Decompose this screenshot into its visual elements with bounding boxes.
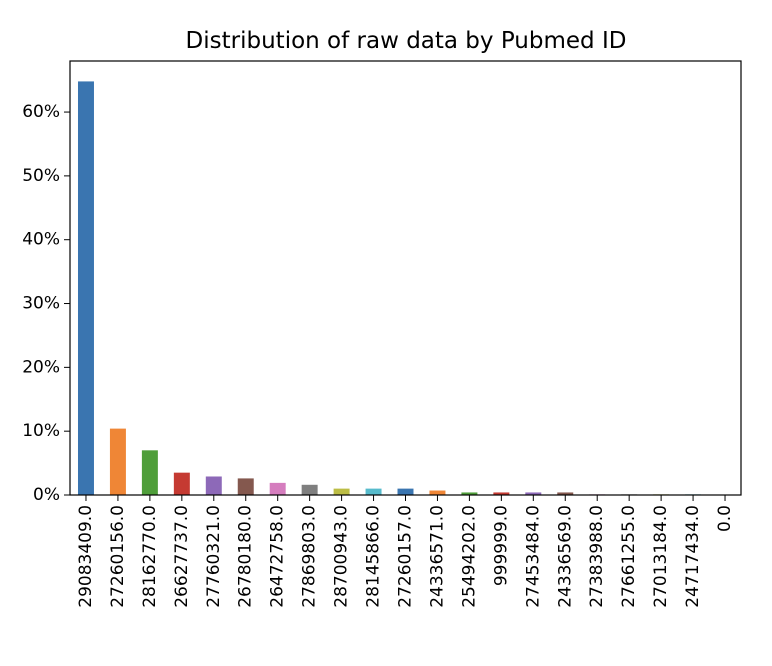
bar-27260157.0 [397, 488, 414, 495]
bar-28700943.0 [333, 488, 350, 495]
xtick-label: 27383988.0 [587, 505, 607, 608]
bar-24336571.0 [429, 490, 446, 495]
xtick-label: 28700943.0 [332, 505, 352, 608]
bar-27453484.0 [525, 492, 542, 495]
x-axis: 29083409.0 27260156.0 28162770.0 26627737.0… [76, 495, 735, 608]
xtick-label: 29083409.0 [76, 505, 96, 608]
bar-25494202.0 [461, 492, 478, 495]
ytick-label: 40% [22, 230, 60, 250]
bar-27260156.0 [109, 428, 126, 495]
xtick-label: 27760321.0 [204, 505, 224, 608]
xtick-label: 999999.0 [491, 505, 511, 586]
bar-26627737.0 [173, 472, 190, 495]
xtick-label: 27869803.0 [300, 505, 320, 608]
xtick-label: 24336569.0 [555, 505, 575, 608]
xtick-label: 28162770.0 [140, 505, 160, 608]
bar-28145866.0 [365, 488, 382, 495]
bar-999999.0 [493, 492, 510, 495]
bar-28162770.0 [141, 450, 158, 495]
xtick-label: 27013184.0 [651, 505, 671, 608]
xtick-label: 24336571.0 [427, 505, 447, 608]
xtick-label: 25494202.0 [459, 505, 479, 608]
xtick-label: 27260157.0 [396, 505, 416, 608]
xtick-label: 0.0 [715, 505, 735, 532]
ytick-label: 0% [33, 485, 60, 505]
bar-27869803.0 [301, 484, 318, 495]
ytick-label: 50% [22, 166, 60, 186]
xtick-label: 27260156.0 [108, 505, 128, 608]
xtick-label: 24717434.0 [683, 505, 703, 608]
xtick-label: 27453484.0 [523, 505, 543, 608]
plot-frame [69, 60, 742, 496]
bar-26472758.0 [269, 482, 286, 495]
bars-group [77, 81, 734, 496]
chart-title: Distribution of raw data by Pubmed ID [186, 28, 627, 54]
xtick-label: 26780180.0 [236, 505, 256, 608]
xtick-label: 27661255.0 [619, 505, 639, 608]
xtick-label: 28145866.0 [364, 505, 384, 608]
ytick-label: 20% [22, 357, 60, 377]
xtick-label: 26472758.0 [268, 505, 288, 608]
y-axis: 0% 10% 20% 30% 40% 50% 60% [22, 102, 70, 505]
bar-27760321.0 [205, 476, 222, 495]
xtick-label: 26627737.0 [172, 505, 192, 608]
ytick-label: 60% [22, 102, 60, 122]
ytick-label: 30% [22, 294, 60, 314]
bar-26780180.0 [237, 478, 254, 495]
bar-29083409.0 [77, 81, 94, 496]
ytick-label: 10% [22, 421, 60, 441]
bar-24336569.0 [557, 492, 574, 495]
